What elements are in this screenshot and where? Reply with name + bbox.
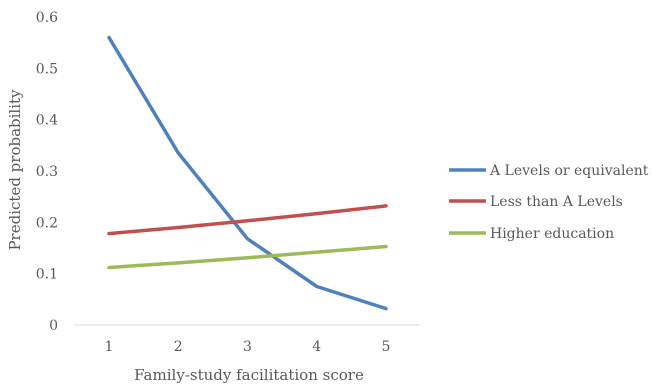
- series-line-1: [107, 35, 388, 311]
- x-tick-label: 5: [382, 339, 391, 355]
- legend-item: Higher education: [449, 226, 614, 242]
- y-tick-label: 0.1: [36, 267, 58, 283]
- y-tick-label: 0.5: [36, 61, 58, 77]
- series-line-2: [107, 204, 388, 236]
- x-tick-label: 2: [174, 339, 183, 355]
- legend-item: Less than A Levels: [449, 194, 623, 210]
- y-tick-label: 0.2: [36, 215, 58, 231]
- x-axis-ticks: 1 2 3 4 5: [105, 339, 391, 355]
- y-tick-label: 0.4: [36, 113, 58, 129]
- y-tick-label: 0: [49, 318, 58, 334]
- x-tick-label: 4: [312, 339, 321, 355]
- x-axis-title: Family-study facilitation score: [134, 366, 364, 384]
- y-axis-ticks: 0 0.1 0.2 0.3 0.4 0.5 0.6: [36, 10, 58, 334]
- y-axis-title: Predicted probability: [6, 89, 24, 251]
- x-tick-label: 1: [105, 339, 114, 355]
- legend-label: Less than A Levels: [490, 194, 623, 210]
- legend-item: A Levels or equivalent: [449, 163, 649, 179]
- series-line-3: [107, 244, 388, 270]
- legend: A Levels or equivalent Less than A Levels…: [449, 163, 649, 242]
- plot-area: [107, 35, 388, 311]
- legend-label: Higher education: [490, 226, 614, 242]
- legend-label: A Levels or equivalent: [489, 163, 649, 179]
- x-tick-label: 3: [243, 339, 252, 355]
- y-tick-label: 0.6: [36, 10, 58, 26]
- y-tick-label: 0.3: [36, 164, 58, 180]
